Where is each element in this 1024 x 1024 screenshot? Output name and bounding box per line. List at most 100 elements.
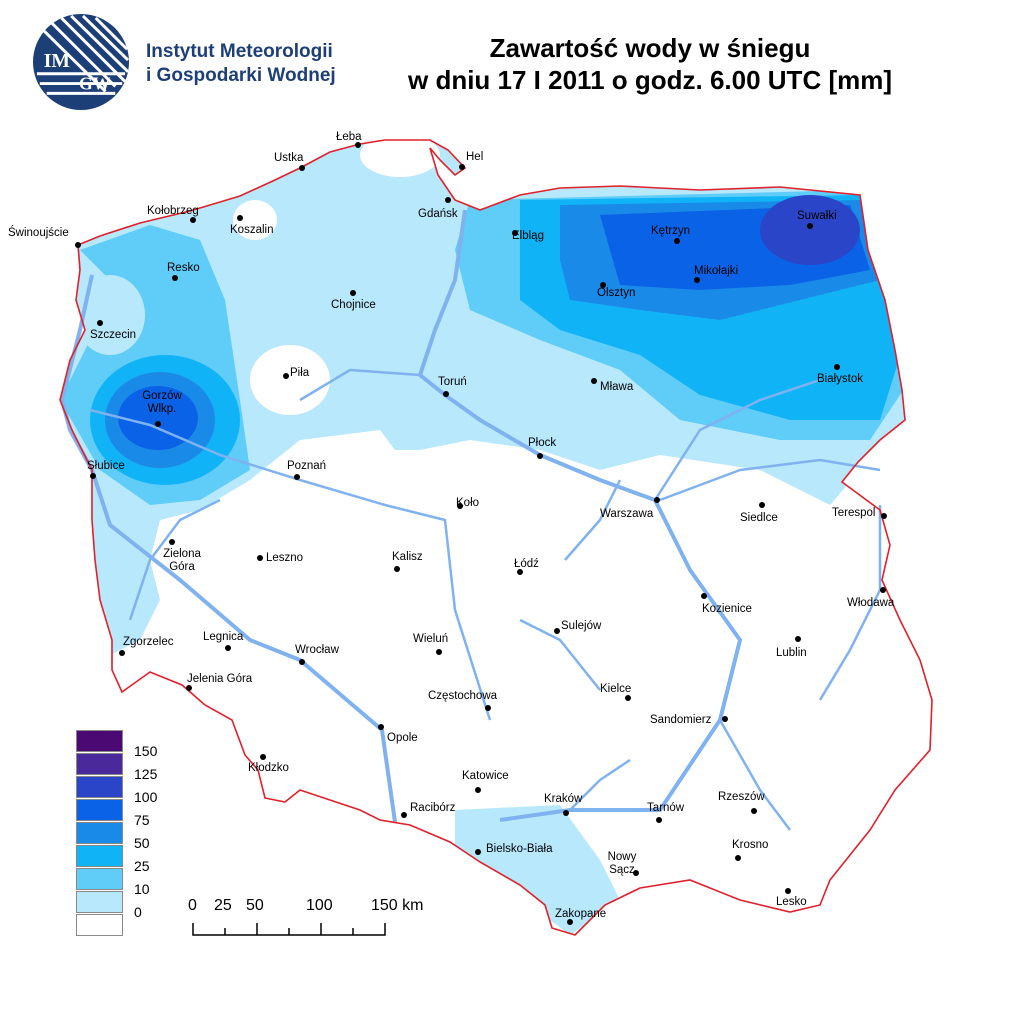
zone-0-10 [455, 805, 620, 935]
city-dot [751, 808, 757, 814]
city-label: Elbląg [512, 230, 544, 242]
city-dot [834, 364, 840, 370]
city-dot [785, 888, 791, 894]
city-label: Kozienice [702, 603, 752, 615]
city-label: Płock [528, 437, 557, 449]
city-dot [537, 453, 543, 459]
city-dot [443, 391, 449, 397]
river [718, 719, 791, 831]
zone-0-10 [75, 275, 145, 355]
city-label: Poznań [287, 460, 327, 472]
scale-label: 25 [214, 897, 232, 914]
legend-label: 25 [134, 858, 150, 874]
svg-text:IM: IM [44, 51, 70, 72]
city-dot [795, 636, 801, 642]
river [569, 758, 631, 811]
city-label: Racibórz [410, 802, 456, 814]
city-dot [807, 223, 813, 229]
city-dot [294, 474, 300, 480]
city-label: Piła [290, 367, 310, 379]
city-label: Tarnów [647, 802, 685, 814]
city-dot [674, 238, 680, 244]
legend-label: 150 [134, 743, 158, 759]
city-label: Zielona Góra [163, 548, 201, 573]
city-dot [299, 165, 305, 171]
city-dot [457, 503, 463, 509]
scale-label: 0 [188, 897, 197, 914]
city-dot [75, 242, 81, 248]
city-label: Krosno [732, 839, 769, 851]
city-dot [656, 817, 662, 823]
city-dot [633, 870, 639, 876]
city-label: Zgorzelec [123, 636, 174, 648]
city-label: Katowice [462, 770, 509, 782]
city-dot [119, 650, 125, 656]
city-label: Legnica [203, 631, 244, 643]
river [60, 274, 397, 823]
city-label: Suwałki [797, 210, 837, 222]
zone-100-125 [760, 195, 860, 265]
zone-none [250, 345, 330, 415]
legend-label: 10 [134, 881, 150, 897]
city-dot [283, 373, 289, 379]
city-label: Koło [456, 497, 480, 509]
city-label: Mława [600, 381, 634, 393]
city-label: Szczecin [90, 329, 137, 341]
city-label: Gorzów Wlkp. [142, 390, 182, 415]
scale-ruler [192, 923, 386, 936]
river [659, 458, 881, 502]
city-label: Toruń [438, 376, 467, 388]
legend-label: 50 [134, 835, 150, 851]
legend-label: 75 [134, 812, 150, 828]
city-label: Ustka [274, 152, 304, 164]
city-label: Łódź [514, 558, 539, 570]
river [519, 618, 601, 691]
city-dot [172, 275, 178, 281]
city-dot [186, 685, 192, 691]
imgw-logo: IM GW [32, 13, 130, 111]
city-dot [394, 566, 400, 572]
city-label: Włodawa [847, 597, 895, 609]
river [128, 498, 221, 621]
city-label: Hel [466, 151, 484, 163]
city-dot [759, 502, 765, 508]
city-dot [485, 705, 491, 711]
city-label: Jelenia Góra [187, 673, 253, 685]
city-label: Sandomierz [650, 714, 712, 726]
city-dot [97, 320, 103, 326]
legend-swatch [76, 868, 123, 890]
city-label: Warszawa [600, 508, 654, 520]
scale-label: 150 km [371, 897, 424, 914]
legend-swatch [76, 845, 123, 867]
city-label: Kielce [600, 683, 632, 695]
city-dot [600, 282, 606, 288]
org-name-line2: i Gospodarki Wodnej [146, 65, 336, 86]
city-label: Wieluń [413, 633, 449, 645]
city-dot [512, 230, 518, 236]
legend-swatch [76, 799, 123, 821]
city-label: Bielsko-Biała [486, 843, 553, 855]
city-label: Olsztyn [597, 287, 636, 299]
city-label: Terespol [832, 507, 876, 519]
legend-label: 125 [134, 766, 158, 782]
city-dot [378, 724, 384, 730]
city-dot [475, 787, 481, 793]
map-title-line1: Zawartość wody w śniegu [489, 33, 811, 63]
city-dot [517, 569, 523, 575]
city-dot [401, 812, 407, 818]
rivers [60, 209, 882, 831]
city-label: Chojnice [331, 299, 376, 311]
city-label: Kętrzyn [651, 225, 690, 237]
city-dot [445, 197, 451, 203]
legend-swatch [76, 730, 123, 752]
city-label: Leszno [266, 552, 304, 564]
city-dot [237, 215, 243, 221]
city-label: Gdańsk [418, 208, 458, 220]
river [564, 479, 622, 561]
city-dot [260, 754, 266, 760]
city-dot [722, 716, 728, 722]
legend-swatch [76, 753, 123, 775]
city-dot [881, 513, 887, 519]
city-dot [554, 628, 560, 634]
city-label: Lublin [776, 647, 807, 659]
